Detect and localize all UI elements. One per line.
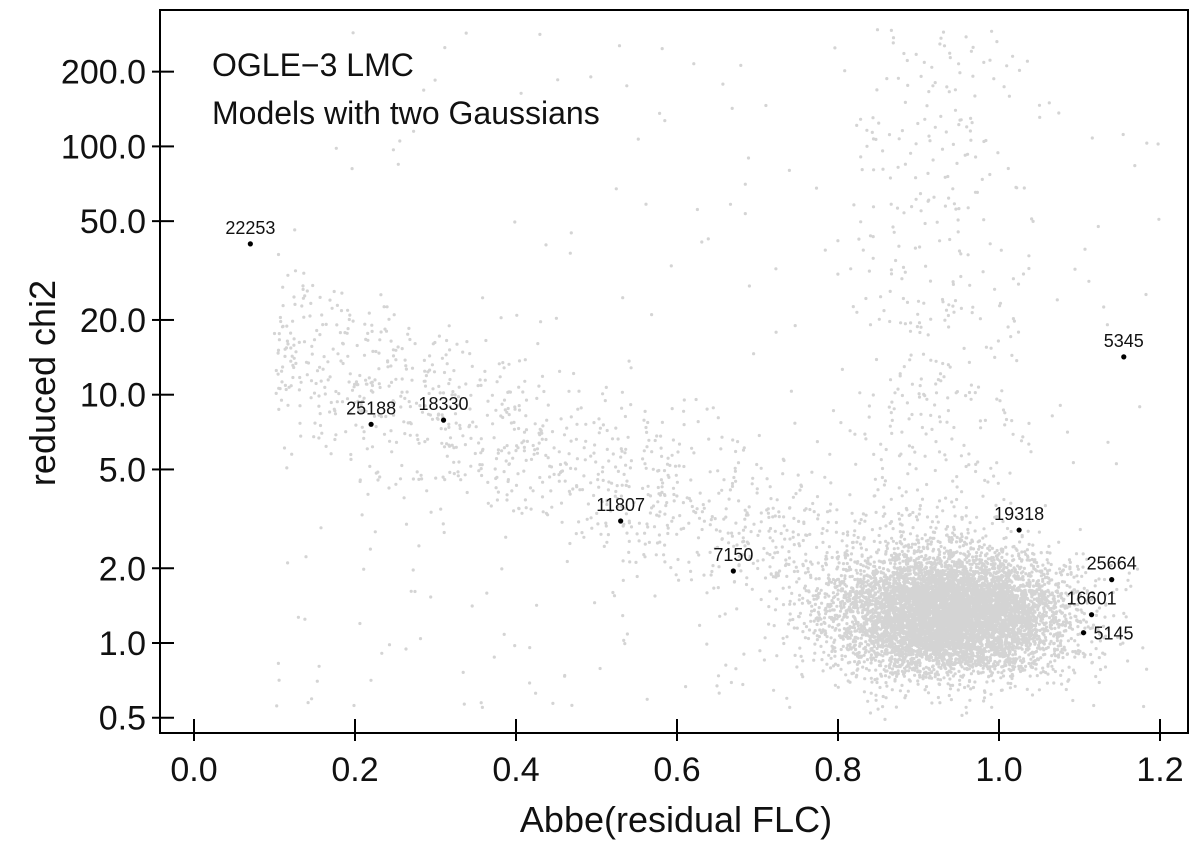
highlight-label: 18330 [419, 394, 469, 414]
highlighted-points: 22253 25188 18330 11807 7150 19318 5345 25664 16… [225, 218, 1143, 644]
highlight-marker [440, 417, 447, 423]
y-tick-label: 50.0 [80, 203, 146, 241]
highlight-marker [730, 568, 736, 574]
highlight-point: 18330 [419, 394, 469, 423]
highlight-label: 5345 [1104, 331, 1144, 351]
highlight-marker [247, 241, 253, 247]
highlight-label: 16601 [1067, 589, 1117, 609]
annotation-model: Models with two Gaussians [212, 95, 600, 131]
x-axis-title: Abbe(residual FLC) [520, 799, 832, 840]
highlight-marker [368, 421, 374, 427]
highlight-label: 25664 [1087, 554, 1137, 574]
annotation-survey: OGLE−3 LMC [212, 47, 414, 83]
x-tick-label: 1.0 [975, 751, 1022, 789]
highlight-point: 11807 [596, 495, 645, 524]
highlight-label: 7150 [713, 545, 753, 565]
highlight-point: 22253 [225, 218, 275, 247]
highlight-label: 22253 [225, 218, 275, 238]
highlight-label: 11807 [596, 495, 645, 515]
point-cloud [272, 28, 1161, 722]
y-tick-label: 20.0 [80, 302, 146, 340]
highlight-point: 25664 [1087, 554, 1137, 583]
x-tick-label: 0.8 [814, 751, 861, 789]
x-tick-label: 0.4 [492, 751, 539, 789]
cloud-points [272, 28, 1161, 722]
y-tick-label: 100.0 [61, 128, 146, 166]
highlight-marker [1016, 527, 1022, 533]
highlight-marker [1121, 354, 1127, 360]
highlight-marker [1109, 577, 1115, 583]
y-tick-label: 5.0 [99, 451, 146, 489]
y-tick-label: 10.0 [80, 377, 146, 415]
highlight-point: 7150 [713, 545, 753, 574]
highlight-point: 5145 [1080, 624, 1134, 644]
x-tick-label: 0.0 [170, 751, 217, 789]
highlight-point: 5345 [1104, 331, 1144, 360]
highlight-marker [1080, 630, 1087, 636]
x-tick-label: 0.2 [331, 751, 378, 789]
axes: 0.0 0.2 0.4 0.6 0.8 1.0 1.2 0.5 1.0 2.0 5.0 10.0 20.… [61, 9, 1189, 789]
y-tick-label: 0.5 [99, 700, 146, 738]
highlight-label: 19318 [994, 504, 1044, 524]
highlight-point: 19318 [994, 504, 1044, 533]
y-tick-label: 1.0 [99, 625, 146, 663]
x-tick-label: 0.6 [653, 751, 700, 789]
highlight-label: 25188 [346, 398, 396, 418]
y-tick-label: 200.0 [61, 54, 146, 92]
highlight-marker [618, 518, 624, 524]
highlight-marker [1088, 612, 1095, 618]
highlight-point: 25188 [346, 398, 396, 427]
y-tick-label: 2.0 [99, 550, 146, 588]
plot-frame [159, 9, 1189, 734]
highlight-label: 5145 [1094, 624, 1134, 644]
x-tick-label: 1.2 [1136, 751, 1183, 789]
highlight-point: 16601 [1067, 589, 1117, 618]
y-axis-title: reduced chi2 [22, 280, 63, 486]
